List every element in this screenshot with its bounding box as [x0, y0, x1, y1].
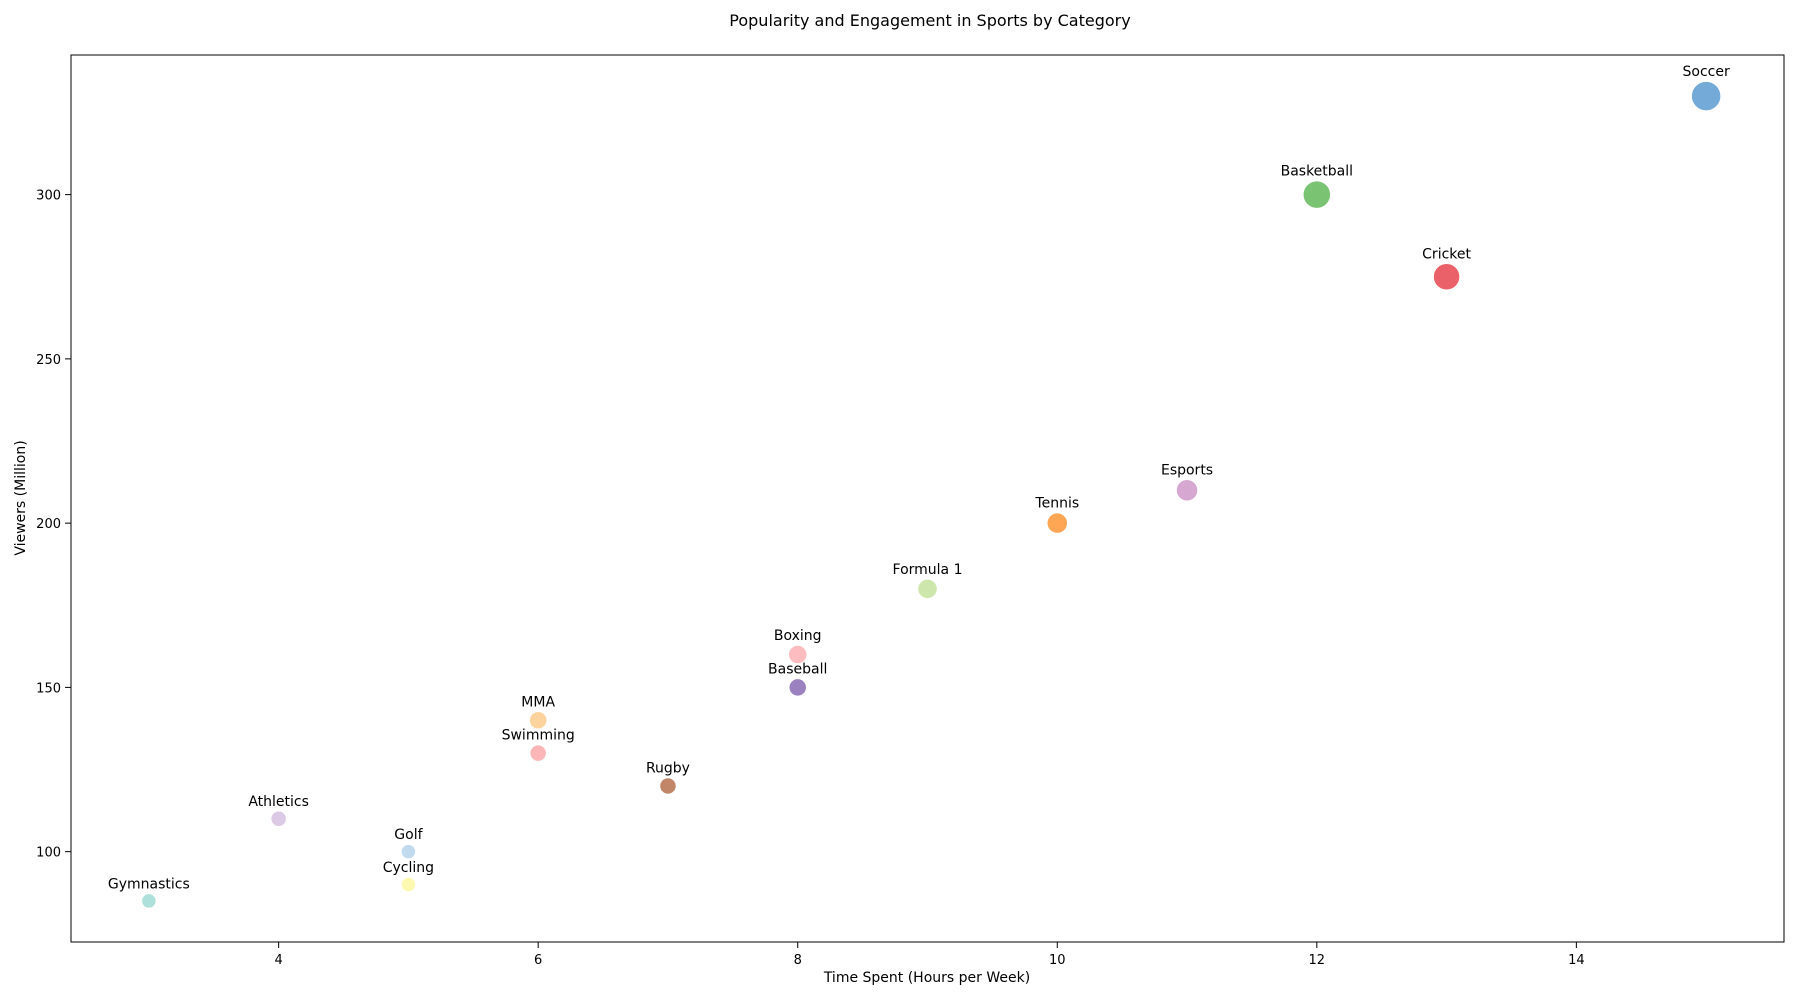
point-mma	[528, 710, 548, 730]
x-tick-label: 12	[1309, 953, 1326, 968]
x-axis-ticks: 4 6 8 10 12 14	[274, 942, 1585, 968]
x-tick-label: 10	[1049, 953, 1066, 968]
point-label-baseball: Baseball	[768, 661, 827, 677]
point-label-swimming: Swimming	[502, 728, 575, 744]
x-tick-label: 6	[534, 953, 542, 968]
y-axis-label: Viewers (Million)	[13, 440, 29, 555]
point-cricket	[1432, 262, 1461, 291]
y-tick-label: 200	[36, 517, 61, 532]
x-tick-label: 8	[794, 953, 802, 968]
point-label-cricket: Cricket	[1422, 246, 1471, 262]
point-tennis	[1046, 511, 1069, 535]
point-label-mma: MMA	[521, 694, 555, 710]
point-basketball	[1302, 179, 1332, 210]
point-soccer	[1690, 80, 1722, 112]
point-label-basketball: Basketball	[1281, 164, 1353, 180]
point-label-rugby: Rugby	[646, 760, 690, 776]
point-gymnastics	[140, 892, 158, 910]
point-label-soccer: Soccer	[1683, 64, 1730, 80]
point-labels-layer: Soccer Basketball Cricket Esports Tennis Form…	[108, 64, 1730, 892]
point-rugby	[658, 776, 678, 796]
y-tick-label: 300	[36, 189, 61, 204]
point-label-boxing: Boxing	[774, 628, 822, 644]
point-label-formula-1: Formula 1	[893, 562, 963, 578]
point-label-golf: Golf	[394, 827, 423, 843]
y-axis-ticks: 100 150 200 250 300	[36, 189, 71, 861]
y-tick-label: 250	[36, 353, 61, 368]
plot-frame	[70, 54, 1785, 943]
point-golf	[400, 843, 417, 860]
x-axis-label: Time Spent (Hours per Week)	[823, 970, 1030, 986]
point-label-tennis: Tennis	[1034, 496, 1079, 512]
y-tick-label: 100	[36, 846, 61, 861]
point-cycling	[400, 876, 417, 893]
chart-title: Popularity and Engagement in Sports by C…	[729, 11, 1130, 30]
point-label-cycling: Cycling	[383, 860, 434, 876]
point-formula-1	[916, 578, 939, 600]
x-tick-label: 4	[274, 953, 282, 968]
point-boxing	[787, 644, 808, 665]
point-esports	[1175, 478, 1199, 503]
point-baseball	[787, 677, 808, 698]
point-athletics	[269, 810, 288, 828]
point-label-esports: Esports	[1161, 462, 1213, 478]
points-layer	[140, 80, 1722, 910]
point-label-athletics: Athletics	[248, 794, 309, 810]
point-label-gymnastics: Gymnastics	[108, 876, 190, 892]
point-swimming	[528, 743, 548, 763]
y-tick-label: 150	[36, 681, 61, 696]
x-tick-label: 14	[1568, 953, 1585, 968]
